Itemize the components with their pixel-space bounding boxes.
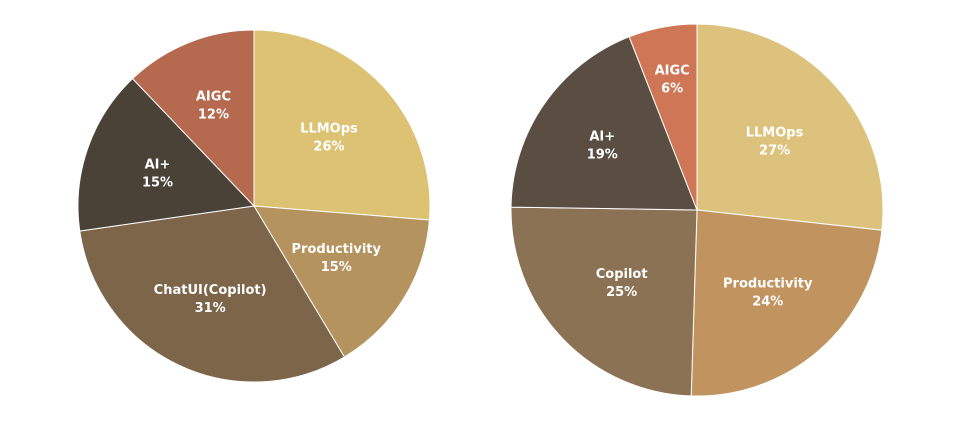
pie-slice-copilot — [510, 206, 698, 397]
slice-name-label: Productivity — [292, 242, 382, 257]
slice-name-label: LLMOps — [300, 122, 358, 137]
pie-slice-productivity — [690, 209, 883, 397]
slice-name-label: Productivity — [723, 276, 813, 291]
slice-percent-label: 26% — [313, 140, 344, 155]
slice-name-label: Copilot — [596, 267, 648, 282]
slice-name-label: AI+ — [145, 158, 171, 173]
pie-slice-chatui-copilot — [79, 205, 346, 383]
slice-percent-label: 19% — [587, 147, 618, 162]
pie-slice-ai — [77, 77, 256, 232]
slice-percent-label: 15% — [142, 176, 173, 191]
slice-name-label: ChatUI(Copilot) — [154, 283, 267, 298]
pie-slice-ai — [510, 36, 698, 211]
pie-slice-llmops — [696, 23, 884, 231]
slice-percent-label: 25% — [606, 285, 637, 300]
pie-slice-aigc — [628, 23, 698, 211]
slice-name-label: AI+ — [589, 129, 615, 144]
pie-slice-productivity — [253, 205, 430, 358]
slice-percent-label: 31% — [195, 301, 226, 316]
slice-percent-label: 15% — [321, 260, 352, 275]
slice-percent-label: 12% — [198, 108, 229, 123]
slice-name-label: LLMOps — [746, 125, 804, 140]
pie-slice-llmops — [253, 29, 431, 221]
pie-chart-left: LLMOps 26% Productivity 15% ChatUI(Copilot) 3… — [77, 29, 431, 383]
slice-name-label: AIGC — [655, 63, 690, 78]
slice-percent-label: 24% — [752, 294, 783, 309]
pie-slice-aigc — [131, 29, 255, 208]
pie-chart-right: LLMOps 27% Productivity 24% Copilot 25% AI+ 19%… — [510, 23, 884, 397]
slice-percent-label: 6% — [661, 81, 683, 96]
slice-percent-label: 27% — [759, 143, 790, 158]
slice-name-label: AIGC — [196, 90, 231, 105]
